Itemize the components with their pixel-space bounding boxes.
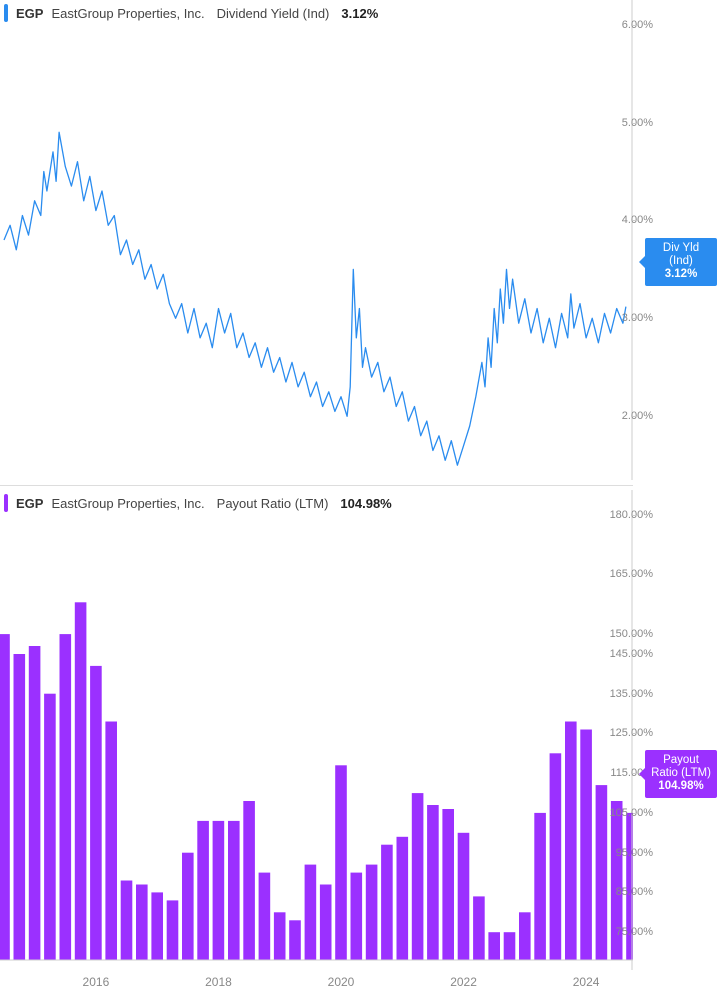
x-tick-label: 2018 [205, 975, 232, 989]
top-series-marker [4, 4, 8, 22]
top-metric: Dividend Yield (Ind) [217, 6, 330, 21]
top-value: 3.12% [341, 6, 378, 21]
x-tick-label: 2024 [573, 975, 600, 989]
bottom-callout: Payout Ratio (LTM) 104.98% [645, 750, 717, 798]
x-tick-label: 2020 [328, 975, 355, 989]
y-tick-label: 105.00% [610, 807, 653, 819]
x-tick-label: 2022 [450, 975, 477, 989]
bottom-callout-title: Payout Ratio (LTM) [651, 754, 711, 780]
y-tick-label: 165.00% [610, 568, 653, 580]
bottom-metric: Payout Ratio (LTM) [217, 496, 329, 511]
top-company: EastGroup Properties, Inc. [51, 6, 204, 21]
bottom-series-marker [4, 494, 8, 512]
bottom-value: 104.98% [340, 496, 391, 511]
dividend-yield-chart: EGP EastGroup Properties, Inc. Dividend … [0, 0, 717, 480]
bottom-company: EastGroup Properties, Inc. [51, 496, 204, 511]
top-callout-value: 3.12% [651, 268, 711, 281]
x-axis: 2016 2018 2020 2022 2024 [0, 975, 633, 995]
y-tick-label: 180.00% [610, 509, 653, 521]
top-callout-title: Div Yld (Ind) [651, 242, 711, 268]
bottom-plot-svg [0, 490, 633, 970]
top-callout: Div Yld (Ind) 3.12% [645, 238, 717, 286]
y-tick-label: 125.00% [610, 727, 653, 739]
top-plot-svg [0, 0, 633, 480]
payout-ratio-chart: EGP EastGroup Properties, Inc. Payout Ra… [0, 490, 717, 970]
y-tick-label: 135.00% [610, 688, 653, 700]
y-tick-label: 145.00% [610, 648, 653, 660]
x-tick-label: 2016 [83, 975, 110, 989]
bottom-callout-value: 104.98% [651, 780, 711, 793]
y-tick-label: 150.00% [610, 628, 653, 640]
top-legend: EGP EastGroup Properties, Inc. Dividend … [4, 4, 378, 22]
top-ticker: EGP [16, 6, 43, 21]
bottom-legend: EGP EastGroup Properties, Inc. Payout Ra… [4, 494, 392, 512]
bottom-ticker: EGP [16, 496, 43, 511]
chart-divider [0, 485, 633, 486]
